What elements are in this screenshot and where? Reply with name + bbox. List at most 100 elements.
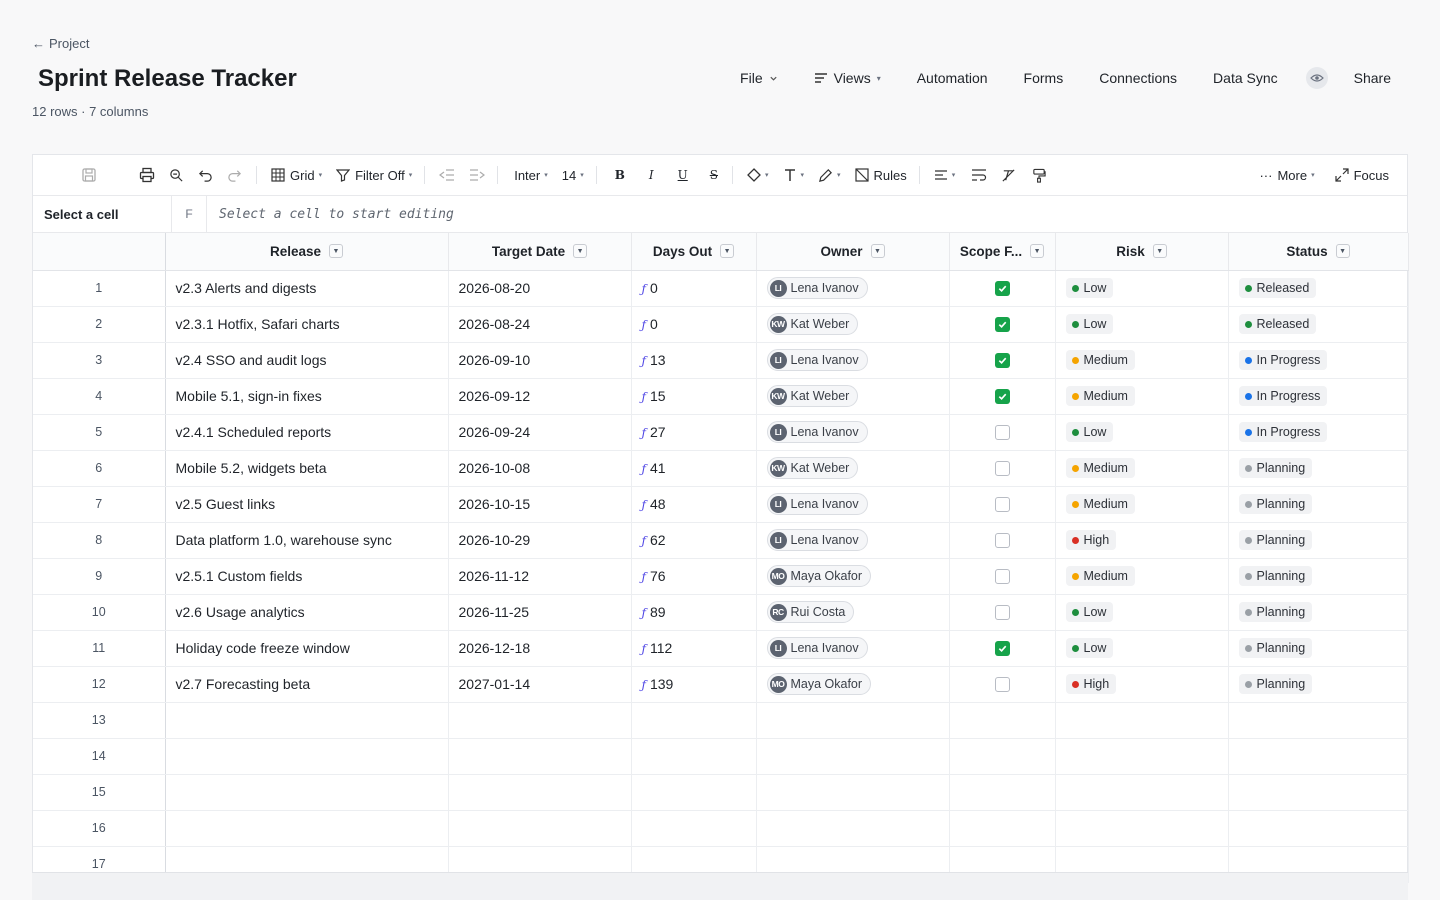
column-header[interactable]: Scope F... ▼ (949, 233, 1056, 271)
automation-menu[interactable]: Automation (917, 70, 988, 86)
cell-reference[interactable]: Select a cell (33, 196, 172, 232)
days-out-cell[interactable]: ƒ 13 (631, 342, 757, 379)
clear-format-button[interactable] (1001, 163, 1016, 187)
row-number[interactable]: 4 (33, 378, 166, 415)
status-badge[interactable]: Planning (1238, 674, 1313, 694)
target-date-cell[interactable]: 2026-10-08 (448, 450, 632, 487)
risk-badge[interactable]: Medium (1065, 350, 1135, 370)
owner-cell[interactable]: KW Kat Weber (756, 378, 950, 415)
scope-checkbox[interactable] (994, 461, 1010, 477)
column-header[interactable]: Target Date ▼ (448, 233, 632, 271)
owner-chip[interactable]: MO Maya Okafor (766, 565, 872, 587)
scope-cell[interactable] (949, 342, 1056, 379)
format-painter-button[interactable] (1032, 163, 1046, 187)
days-out-cell[interactable]: ƒ 139 (631, 666, 757, 703)
table-row[interactable]: 8 Data platform 1.0, warehouse sync 2026-1… (33, 522, 1409, 559)
column-menu-icon[interactable]: ▼ (720, 244, 735, 259)
release-cell[interactable]: v2.5.1 Custom fields (165, 558, 449, 595)
owner-chip[interactable]: LI Lena Ivanov (766, 349, 868, 371)
target-date-cell[interactable]: 2026-08-24 (448, 306, 632, 343)
owner-chip[interactable]: LI Lena Ivanov (766, 637, 868, 659)
empty-cell[interactable] (1228, 810, 1409, 847)
owner-chip[interactable]: LI Lena Ivanov (766, 277, 868, 299)
target-date-cell[interactable]: 2026-10-15 (448, 486, 632, 523)
owner-cell[interactable]: LI Lena Ivanov (756, 270, 950, 307)
scope-checkbox[interactable] (994, 317, 1010, 333)
row-number[interactable]: 15 (33, 774, 166, 811)
scope-checkbox[interactable] (994, 497, 1010, 513)
column-header[interactable]: Status ▼ (1228, 233, 1409, 271)
underline-button[interactable]: U (678, 163, 688, 187)
risk-cell[interactable]: Low (1055, 594, 1229, 631)
scope-cell[interactable] (949, 306, 1056, 343)
table-row[interactable]: 10 v2.6 Usage analytics 2026-11-25 ƒ 89 RC Rui… (33, 594, 1409, 631)
status-badge[interactable]: Planning (1238, 602, 1313, 622)
risk-cell[interactable]: Medium (1055, 450, 1229, 487)
risk-badge[interactable]: Medium (1065, 566, 1135, 586)
status-badge[interactable]: Planning (1238, 530, 1313, 550)
owner-cell[interactable]: MO Maya Okafor (756, 666, 950, 703)
share-button[interactable]: Share (1354, 70, 1391, 86)
risk-cell[interactable]: Medium (1055, 378, 1229, 415)
owner-chip[interactable]: LI Lena Ivanov (766, 493, 868, 515)
row-number[interactable]: 3 (33, 342, 166, 379)
row-number[interactable]: 9 (33, 558, 166, 595)
scope-checkbox[interactable] (994, 353, 1010, 369)
owner-chip[interactable]: LI Lena Ivanov (766, 421, 868, 443)
release-cell[interactable]: Mobile 5.2, widgets beta (165, 450, 449, 487)
scope-checkbox[interactable] (994, 569, 1010, 585)
filter-button[interactable]: Filter Off ▾ (336, 163, 412, 187)
forms-menu[interactable]: Forms (1024, 70, 1064, 86)
risk-cell[interactable]: Medium (1055, 342, 1229, 379)
risk-badge[interactable]: Low (1065, 314, 1114, 334)
more-button[interactable]: ··· More ▾ (1259, 163, 1314, 187)
owner-chip[interactable]: RC Rui Costa (766, 601, 855, 623)
empty-cell[interactable] (631, 738, 757, 775)
column-header[interactable]: Release ▼ (165, 233, 449, 271)
wrap-text-button[interactable] (971, 163, 987, 187)
table-row[interactable]: 1 v2.3 Alerts and digests 2026-08-20 ƒ 0 LI Le… (33, 270, 1409, 307)
scope-cell[interactable] (949, 630, 1056, 667)
empty-row[interactable]: 15 (33, 774, 1409, 811)
risk-cell[interactable]: Low (1055, 306, 1229, 343)
empty-row[interactable]: 13 (33, 702, 1409, 739)
undo-button[interactable] (198, 163, 213, 187)
table-row[interactable]: 7 v2.5 Guest links 2026-10-15 ƒ 48 LI Lena Iva… (33, 486, 1409, 523)
status-cell[interactable]: Planning (1228, 486, 1409, 523)
owner-cell[interactable]: MO Maya Okafor (756, 558, 950, 595)
release-cell[interactable]: Mobile 5.1, sign-in fixes (165, 378, 449, 415)
owner-cell[interactable]: LI Lena Ivanov (756, 522, 950, 559)
zoom-out-button[interactable] (169, 163, 184, 187)
italic-button[interactable]: I (649, 163, 654, 187)
status-cell[interactable]: In Progress (1228, 342, 1409, 379)
save-button[interactable] (81, 163, 97, 187)
column-header[interactable]: Risk ▼ (1055, 233, 1229, 271)
target-date-cell[interactable]: 2026-09-24 (448, 414, 632, 451)
days-out-cell[interactable]: ƒ 41 (631, 450, 757, 487)
empty-cell[interactable] (165, 738, 449, 775)
row-number[interactable]: 14 (33, 738, 166, 775)
text-color-button[interactable]: ▾ (783, 163, 804, 187)
scope-cell[interactable] (949, 522, 1056, 559)
table-row[interactable]: 9 v2.5.1 Custom fields 2026-11-12 ƒ 76 MO Maya… (33, 558, 1409, 595)
status-cell[interactable]: Planning (1228, 558, 1409, 595)
release-cell[interactable]: v2.6 Usage analytics (165, 594, 449, 631)
formula-input[interactable]: Select a cell to start editing (219, 206, 454, 222)
empty-cell[interactable] (756, 810, 950, 847)
owner-cell[interactable]: LI Lena Ivanov (756, 342, 950, 379)
empty-cell[interactable] (1228, 702, 1409, 739)
empty-cell[interactable] (949, 702, 1056, 739)
status-badge[interactable]: Planning (1238, 494, 1313, 514)
empty-cell[interactable] (756, 774, 950, 811)
fill-color-button[interactable]: ▾ (747, 163, 769, 187)
status-badge[interactable]: Planning (1238, 566, 1313, 586)
owner-chip[interactable]: LI Lena Ivanov (766, 529, 868, 551)
table-row[interactable]: 2 v2.3.1 Hotfix, Safari charts 2026-08-24 ƒ… (33, 306, 1409, 343)
row-number[interactable]: 2 (33, 306, 166, 343)
risk-cell[interactable]: Medium (1055, 486, 1229, 523)
empty-cell[interactable] (1055, 810, 1229, 847)
release-cell[interactable]: v2.4.1 Scheduled reports (165, 414, 449, 451)
empty-cell[interactable] (1228, 774, 1409, 811)
empty-cell[interactable] (1055, 702, 1229, 739)
connections-menu[interactable]: Connections (1099, 70, 1177, 86)
